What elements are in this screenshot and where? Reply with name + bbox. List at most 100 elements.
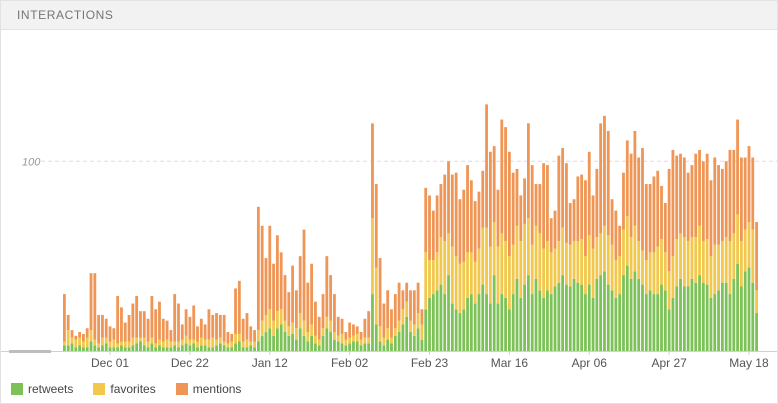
legend-item-mentions[interactable]: mentions (175, 382, 241, 396)
bar-retweets (648, 290, 652, 351)
bar-favorites (237, 333, 241, 342)
bar-favorites (652, 252, 656, 295)
bar-retweets (481, 284, 485, 351)
bar-mentions (116, 295, 120, 344)
bar-mentions (652, 176, 656, 253)
bar-favorites (275, 311, 279, 329)
bar-favorites (306, 332, 310, 342)
bar-retweets (443, 294, 447, 351)
bar-mentions (610, 199, 614, 245)
bar-retweets (245, 347, 249, 351)
bar-favorites (120, 341, 123, 346)
bar-favorites (743, 229, 747, 272)
bar-retweets (108, 347, 112, 351)
bar-mentions (542, 163, 546, 249)
bar-mentions (637, 157, 641, 241)
bar-mentions (622, 172, 625, 230)
bar-favorites (416, 313, 420, 329)
bar-retweets (644, 294, 648, 351)
legend-item-retweets[interactable]: retweets (11, 382, 73, 396)
bar-mentions (553, 210, 557, 249)
bar-mentions (275, 235, 279, 312)
bar-favorites (215, 339, 218, 346)
bar-retweets (336, 341, 340, 351)
bar-mentions (199, 318, 203, 338)
bar-mentions (401, 290, 405, 310)
bar-mentions (488, 151, 492, 247)
bar-favorites (101, 337, 104, 346)
bar-favorites (629, 237, 633, 279)
bar-mentions (736, 119, 739, 215)
bar-retweets (698, 275, 701, 351)
bar-mentions (184, 309, 188, 336)
bar-mentions (675, 155, 679, 240)
bar-retweets (367, 343, 371, 351)
bar-mentions (431, 210, 435, 260)
bar-mentions (378, 258, 382, 327)
bar-mentions (409, 290, 412, 321)
bar-mentions (572, 199, 576, 241)
bar-mentions (256, 206, 260, 331)
bar-mentions (424, 187, 428, 253)
bar-retweets (580, 284, 584, 351)
bar-retweets (690, 278, 694, 351)
bar-mentions (192, 305, 196, 340)
bar-mentions (131, 303, 135, 338)
bar-retweets (565, 284, 568, 351)
bar-favorites (450, 246, 454, 304)
bar-favorites (447, 233, 450, 276)
bar-retweets (66, 345, 70, 351)
bar-favorites (553, 248, 557, 287)
bar-retweets (701, 282, 705, 351)
bar-mentions (603, 115, 606, 226)
bar-favorites (507, 256, 511, 310)
bar-retweets (542, 297, 546, 351)
x-tick-label: Jan 12 (252, 356, 288, 370)
bar-mentions (709, 180, 713, 257)
bar-mentions (123, 322, 127, 342)
bar-favorites (428, 259, 431, 298)
bar-retweets (253, 347, 256, 351)
legend-item-favorites[interactable]: favorites (93, 382, 156, 396)
bar-retweets (606, 284, 610, 351)
bar-retweets (135, 343, 139, 351)
legend-label: retweets (28, 381, 74, 396)
bar-favorites (641, 250, 644, 285)
bar-favorites (393, 328, 397, 336)
x-tick-label: Apr 27 (651, 356, 687, 370)
bar-favorites (705, 239, 709, 285)
bar-mentions (690, 165, 694, 238)
bar-retweets (348, 343, 352, 351)
bar-favorites (283, 320, 287, 333)
bar-mentions (580, 174, 584, 240)
bar-retweets (728, 294, 732, 351)
bar-mentions (747, 146, 751, 223)
bar-retweets (226, 347, 230, 351)
bar-retweets (104, 343, 108, 351)
bar-retweets (458, 313, 462, 351)
bar-favorites (606, 235, 610, 285)
bar-favorites (245, 339, 249, 348)
bar-favorites (298, 313, 302, 329)
bar-retweets (161, 347, 165, 351)
bar-favorites (466, 252, 469, 298)
bar-mentions (325, 256, 329, 317)
bar-mentions (112, 328, 116, 340)
bar-retweets (310, 335, 314, 351)
bar-retweets (610, 290, 614, 351)
bar-favorites (682, 237, 686, 287)
bar-retweets (709, 297, 713, 351)
bar-mentions (439, 184, 443, 238)
bar-favorites (648, 252, 652, 291)
panel-title: INTERACTIONS (17, 8, 114, 22)
bar-mentions (66, 314, 70, 331)
bar-retweets (454, 309, 458, 351)
bar-favorites (698, 225, 701, 276)
bar-favorites (523, 223, 526, 285)
bar-favorites (329, 320, 333, 333)
bar-mentions (314, 301, 317, 336)
bar-mentions (146, 318, 150, 342)
bar-retweets (165, 347, 169, 351)
bar-mentions (158, 301, 161, 340)
bar-favorites (412, 324, 416, 336)
